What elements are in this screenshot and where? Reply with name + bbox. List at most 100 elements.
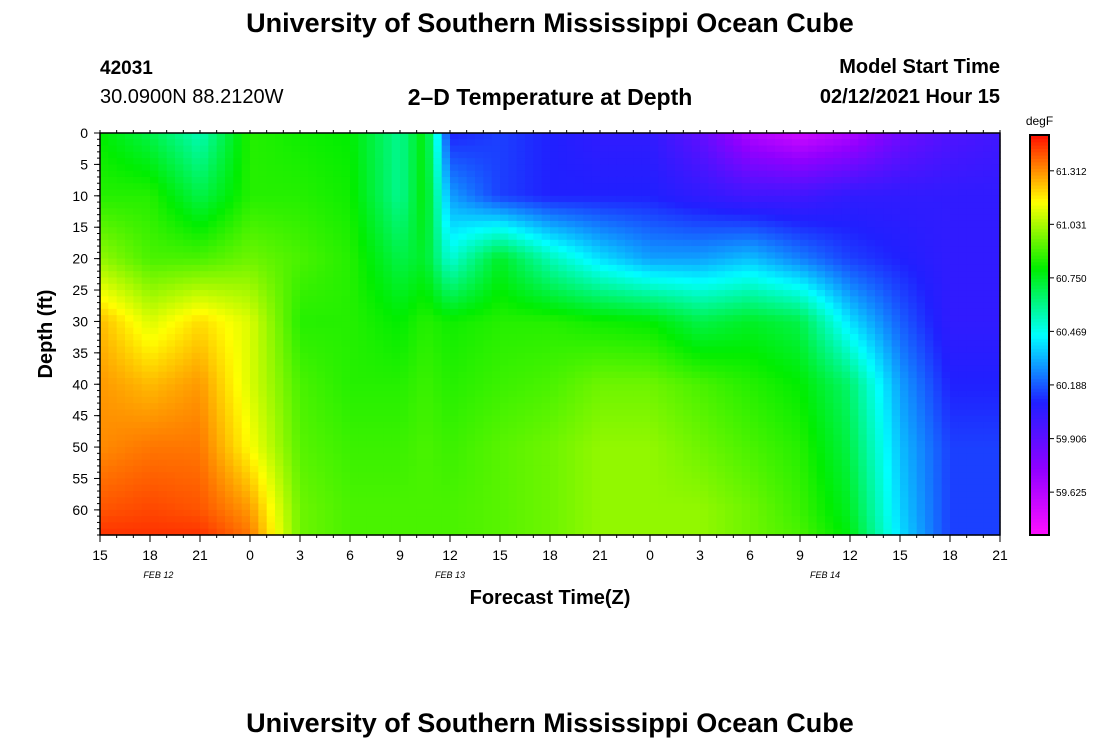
- heatmap-cell: [591, 346, 601, 354]
- heatmap-cell: [500, 283, 509, 291]
- heatmap-cell: [541, 227, 551, 235]
- heatmap-cell: [766, 220, 776, 228]
- heatmap-cell: [500, 415, 509, 423]
- heatmap-cell: [116, 390, 126, 398]
- heatmap-cell: [158, 208, 168, 216]
- heatmap-cell: [633, 302, 643, 310]
- heatmap-cell: [491, 220, 501, 228]
- heatmap-cell: [391, 189, 401, 197]
- heatmap-cell: [625, 384, 634, 392]
- heatmap-cell: [200, 246, 209, 253]
- heatmap-cell: [516, 176, 526, 184]
- heatmap-cell: [125, 377, 134, 385]
- heatmap-cell: [675, 359, 684, 367]
- heatmap-cell: [216, 396, 226, 404]
- heatmap-cell: [350, 252, 359, 260]
- heatmap-cell: [366, 384, 376, 392]
- heatmap-cell: [958, 195, 968, 203]
- heatmap-cell: [258, 296, 268, 304]
- heatmap-cell: [333, 327, 343, 335]
- heatmap-cell: [283, 327, 293, 335]
- heatmap-cell: [175, 371, 184, 379]
- heatmap-cell: [200, 403, 209, 410]
- heatmap-cell: [850, 208, 859, 216]
- heatmap-cell: [316, 176, 326, 184]
- heatmap-cell: [675, 176, 684, 184]
- heatmap-cell: [983, 302, 993, 310]
- heatmap-cell: [225, 290, 234, 297]
- heatmap-cell: [966, 283, 976, 291]
- heatmap-cell: [108, 296, 118, 304]
- heatmap-cell: [808, 202, 818, 209]
- heatmap-cell: [300, 334, 309, 341]
- heatmap-cell: [950, 170, 959, 178]
- heatmap-cell: [591, 277, 601, 285]
- heatmap-cell: [583, 227, 593, 235]
- heatmap-cell: [816, 271, 826, 279]
- heatmap-cell: [758, 189, 768, 197]
- heatmap-cell: [116, 296, 126, 304]
- heatmap-cell: [908, 283, 918, 291]
- heatmap-cell: [733, 139, 743, 147]
- heatmap-cell: [233, 133, 243, 140]
- heatmap-cell: [333, 252, 343, 260]
- heatmap-cell: [433, 151, 443, 159]
- heatmap-cell: [283, 227, 293, 235]
- heatmap-cell: [883, 208, 893, 216]
- heatmap-cell: [591, 390, 601, 398]
- heatmap-cell: [475, 390, 484, 398]
- heatmap-cell: [550, 176, 559, 184]
- heatmap-cell: [983, 176, 993, 184]
- heatmap-cell: [741, 158, 751, 166]
- heatmap-cell: [341, 359, 351, 367]
- heatmap-cell: [466, 352, 476, 360]
- heatmap-cell: [550, 164, 559, 172]
- heatmap-cell: [316, 283, 326, 291]
- heatmap-cell: [258, 321, 268, 329]
- heatmap-cell: [491, 139, 501, 147]
- heatmap-cell: [458, 334, 468, 341]
- heatmap-cell: [816, 390, 826, 398]
- heatmap-cell: [100, 214, 109, 222]
- heatmap-cell: [566, 164, 576, 172]
- heatmap-cell: [525, 133, 534, 140]
- heatmap-cell: [758, 227, 768, 235]
- heatmap-cell: [950, 246, 959, 253]
- heatmap-cell: [900, 220, 909, 228]
- heatmap-cell: [858, 283, 868, 291]
- heatmap-cell: [141, 409, 151, 417]
- heatmap-cell: [766, 352, 776, 360]
- heatmap-cell: [525, 220, 534, 228]
- heatmap-cell: [283, 233, 293, 241]
- heatmap-cell: [458, 151, 468, 159]
- heatmap-cell: [200, 327, 209, 335]
- heatmap-cell: [750, 246, 759, 253]
- heatmap-cell: [416, 227, 426, 235]
- heatmap-cell: [266, 340, 276, 348]
- heatmap-cell: [175, 271, 184, 279]
- heatmap-cell: [166, 377, 176, 385]
- heatmap-cell: [991, 145, 1001, 153]
- heatmap-cell: [883, 151, 893, 159]
- heatmap-cell: [658, 415, 668, 423]
- heatmap-cell: [425, 365, 434, 373]
- heatmap-cell: [483, 327, 493, 335]
- heatmap-cell: [208, 409, 218, 417]
- heatmap-cell: [716, 365, 726, 373]
- heatmap-cell: [408, 151, 418, 159]
- heatmap-cell: [400, 359, 409, 367]
- heatmap-cell: [700, 164, 709, 172]
- heatmap-cell: [841, 296, 851, 304]
- heatmap-cell: [441, 384, 451, 392]
- heatmap-cell: [683, 133, 693, 140]
- heatmap-cell: [383, 415, 393, 423]
- heatmap-cell: [283, 352, 293, 360]
- heatmap-cell: [958, 202, 968, 209]
- heatmap-cell: [525, 271, 534, 279]
- heatmap-cell: [300, 321, 309, 329]
- heatmap-cell: [658, 346, 668, 354]
- heatmap-cell: [500, 252, 509, 260]
- heatmap-cell: [591, 139, 601, 147]
- heatmap-cell: [300, 139, 309, 147]
- heatmap-cell: [558, 352, 568, 360]
